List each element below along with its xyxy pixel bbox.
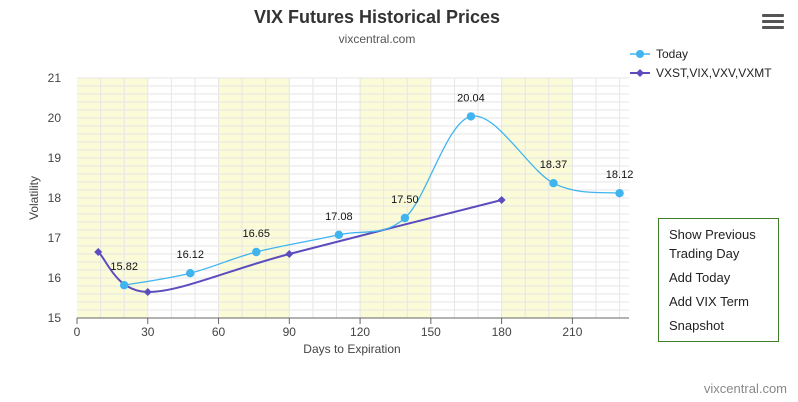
x-tick-label-6: 180 [492, 325, 512, 339]
term-point-2[interactable] [285, 250, 294, 258]
x-tick-label-4: 120 [350, 325, 370, 339]
today-point-0[interactable] [119, 281, 129, 290]
y-tick-label-0: 15 [48, 311, 62, 325]
today-point-1[interactable] [186, 269, 195, 278]
y-tick-label-1: 16 [48, 271, 62, 285]
credits-link[interactable]: vixcentral.com [704, 381, 787, 396]
today-data-label-3: 17.08 [325, 211, 353, 223]
term-point-1[interactable] [143, 288, 152, 296]
today-point-4[interactable] [400, 213, 410, 223]
legend-item-term[interactable]: VXST,VIX,VXV,VXMT [630, 66, 772, 80]
data-labels: 15.82 16.12 16.65 17.08 17.50 20.04 18.37 18.12 [110, 92, 633, 273]
today-data-label-2: 16.65 [243, 228, 271, 240]
x-tick-label-2: 60 [212, 325, 226, 339]
series-layer [94, 112, 624, 296]
legend-label-term: VXST,VIX,VXV,VXMT [656, 66, 772, 80]
chart-title: VIX Futures Historical Prices [254, 7, 500, 27]
legend-label-today: Today [656, 47, 688, 61]
x-axis-title: Days to Expiration [303, 342, 400, 356]
today-point-5[interactable] [466, 112, 476, 121]
today-point-6[interactable] [549, 179, 558, 188]
x-tick-label-1: 30 [141, 325, 155, 339]
legend-marker-today [636, 50, 644, 58]
y-tick-label-6: 21 [48, 71, 62, 85]
today-data-label-7: 18.12 [606, 169, 634, 181]
snapshot-button[interactable]: Snapshot [669, 318, 724, 333]
legend-item-today[interactable]: Today [630, 47, 688, 61]
gridlines [77, 77, 629, 319]
today-data-label-1: 16.12 [176, 249, 204, 261]
axes: 0 30 60 90 120 150 180 210 15 16 17 18 19 20 21 [48, 71, 629, 339]
y-tick-label-5: 20 [48, 111, 62, 125]
x-tick-label-5: 150 [421, 325, 441, 339]
legend-marker-term [636, 69, 644, 77]
x-tick-label-3: 90 [283, 325, 297, 339]
y-axis-title: Volatility [27, 176, 41, 220]
legend: Today VXST,VIX,VXV,VXMT [630, 47, 772, 80]
add-today-button[interactable]: Add Today [669, 270, 731, 285]
y-tick-label-2: 17 [48, 231, 62, 245]
side-action-panel: Show Previous Trading Day Add Today Add … [658, 218, 779, 342]
menu-bar-top [762, 14, 784, 17]
term-point-3[interactable] [497, 196, 506, 204]
today-point-3[interactable] [334, 230, 344, 239]
today-point-7[interactable] [615, 189, 624, 198]
today-data-label-5: 20.04 [457, 92, 485, 104]
hamburger-menu-icon[interactable] [762, 14, 784, 32]
x-tick-label-7: 210 [562, 325, 582, 339]
x-tick-label-0: 0 [74, 325, 81, 339]
menu-bar-middle [762, 20, 784, 23]
today-point-2[interactable] [252, 247, 261, 257]
today-data-label-0: 15.82 [110, 261, 138, 273]
y-tick-label-4: 19 [48, 151, 62, 165]
term-point-0[interactable] [94, 248, 103, 256]
y-tick-label-3: 18 [48, 191, 62, 205]
today-data-label-6: 18.37 [540, 159, 568, 171]
chart-subtitle: vixcentral.com [339, 32, 416, 46]
add-vix-term-button[interactable]: Add VIX Term [669, 294, 749, 309]
today-data-label-4: 17.50 [391, 194, 419, 206]
menu-bar-bottom [762, 26, 784, 29]
show-previous-trading-day-button[interactable]: Show Previous Trading Day [669, 227, 756, 261]
series-line-today [124, 115, 620, 286]
